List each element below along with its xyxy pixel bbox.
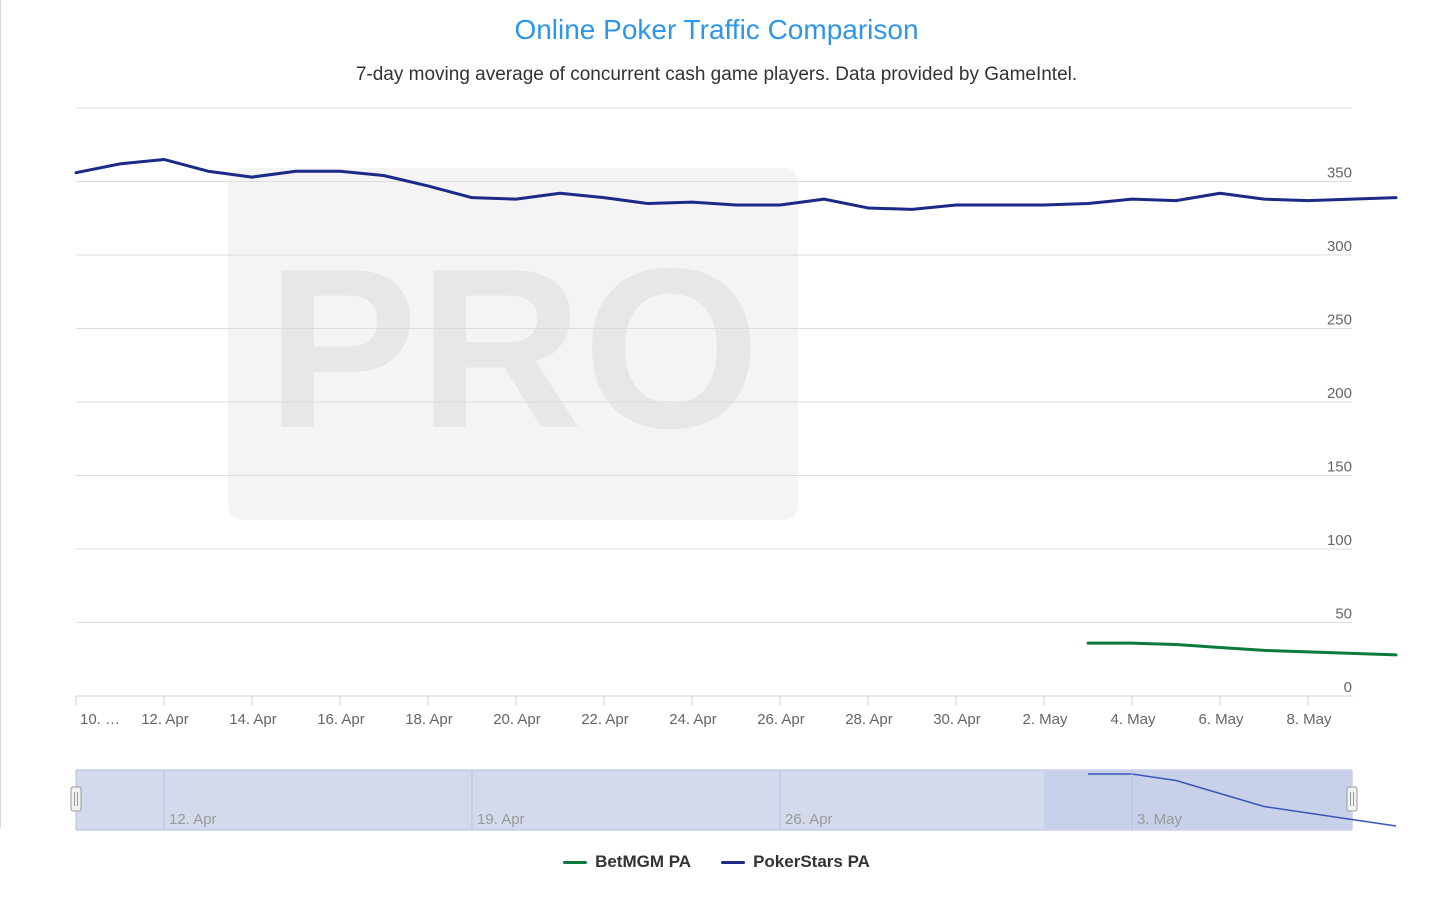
x-tick-label: 4. May [1110, 711, 1156, 728]
series-lines [74, 157, 1398, 657]
y-axis-labels: 0 50 100 150 200 250 300 350 [1327, 165, 1352, 697]
series-line-pokerstars [74, 157, 1398, 211]
grid-lines [76, 107, 1352, 623]
y-tick-label: 50 [1335, 606, 1352, 623]
x-tick-label: 12. Apr [141, 711, 189, 728]
x-tick-label: 22. Apr [581, 711, 629, 728]
x-tick-label: 20. Apr [493, 711, 541, 728]
series-line-betmgm [1086, 641, 1398, 657]
page-left-border [0, 0, 1, 828]
legend-swatch-betmgm [563, 860, 588, 864]
legend-item-betmgm[interactable]: BetMGM PA [563, 852, 691, 872]
legend-swatch-pokerstars [721, 860, 746, 864]
x-tick-label: 30. Apr [933, 711, 981, 728]
navigator-handle-right[interactable] [1346, 786, 1358, 812]
legend: BetMGM PA PokerStars PA [0, 852, 1433, 872]
navigator-tick-label: 3. May [1137, 811, 1183, 828]
y-tick-label: 150 [1327, 459, 1352, 476]
legend-label-pokerstars: PokerStars PA [753, 852, 870, 871]
x-tick-label: 2. May [1022, 711, 1068, 728]
chart-subtitle: 7-day moving average of concurrent cash … [355, 64, 1078, 85]
x-axis: 10. … 12. Apr 14. Apr 16. Apr 18. Apr 20. Apr… [75, 695, 1352, 728]
navigator-tick-label: 26. Apr [785, 811, 833, 828]
y-tick-label: 100 [1327, 532, 1352, 549]
x-tick-label: 6. May [1198, 711, 1244, 728]
y-tick-label: 300 [1327, 238, 1352, 255]
x-tick-label: 26. Apr [757, 711, 805, 728]
x-tick-label: 8. May [1286, 711, 1332, 728]
chart-title: Online Poker Traffic Comparison [514, 14, 919, 45]
x-tick-label: 28. Apr [845, 711, 893, 728]
navigator-tick-label: 19. Apr [477, 811, 525, 828]
y-tick-label: 0 [1344, 679, 1352, 696]
x-tick-label: 10. … [80, 711, 120, 728]
legend-label-betmgm: BetMGM PA [595, 852, 692, 871]
x-tick-label: 18. Apr [405, 711, 453, 728]
navigator-handle-left[interactable] [70, 786, 82, 812]
legend-item-pokerstars[interactable]: PokerStars PA [721, 852, 870, 872]
x-tick-label: 24. Apr [669, 711, 717, 728]
x-tick-label: 16. Apr [317, 711, 365, 728]
navigator-series-line [1088, 773, 1397, 827]
navigator[interactable]: 12. Apr 19. Apr 26. Apr 3. May [70, 769, 1397, 831]
navigator-selected-range[interactable] [1044, 770, 1352, 830]
watermark-text: PRO [266, 222, 760, 476]
y-tick-label: 200 [1327, 385, 1352, 402]
navigator-tick-label: 12. Apr [169, 811, 217, 828]
y-tick-label: 350 [1327, 165, 1352, 182]
y-tick-label: 250 [1327, 312, 1352, 329]
pro-watermark: PRO [228, 168, 798, 520]
x-tick-label: 14. Apr [229, 711, 277, 728]
